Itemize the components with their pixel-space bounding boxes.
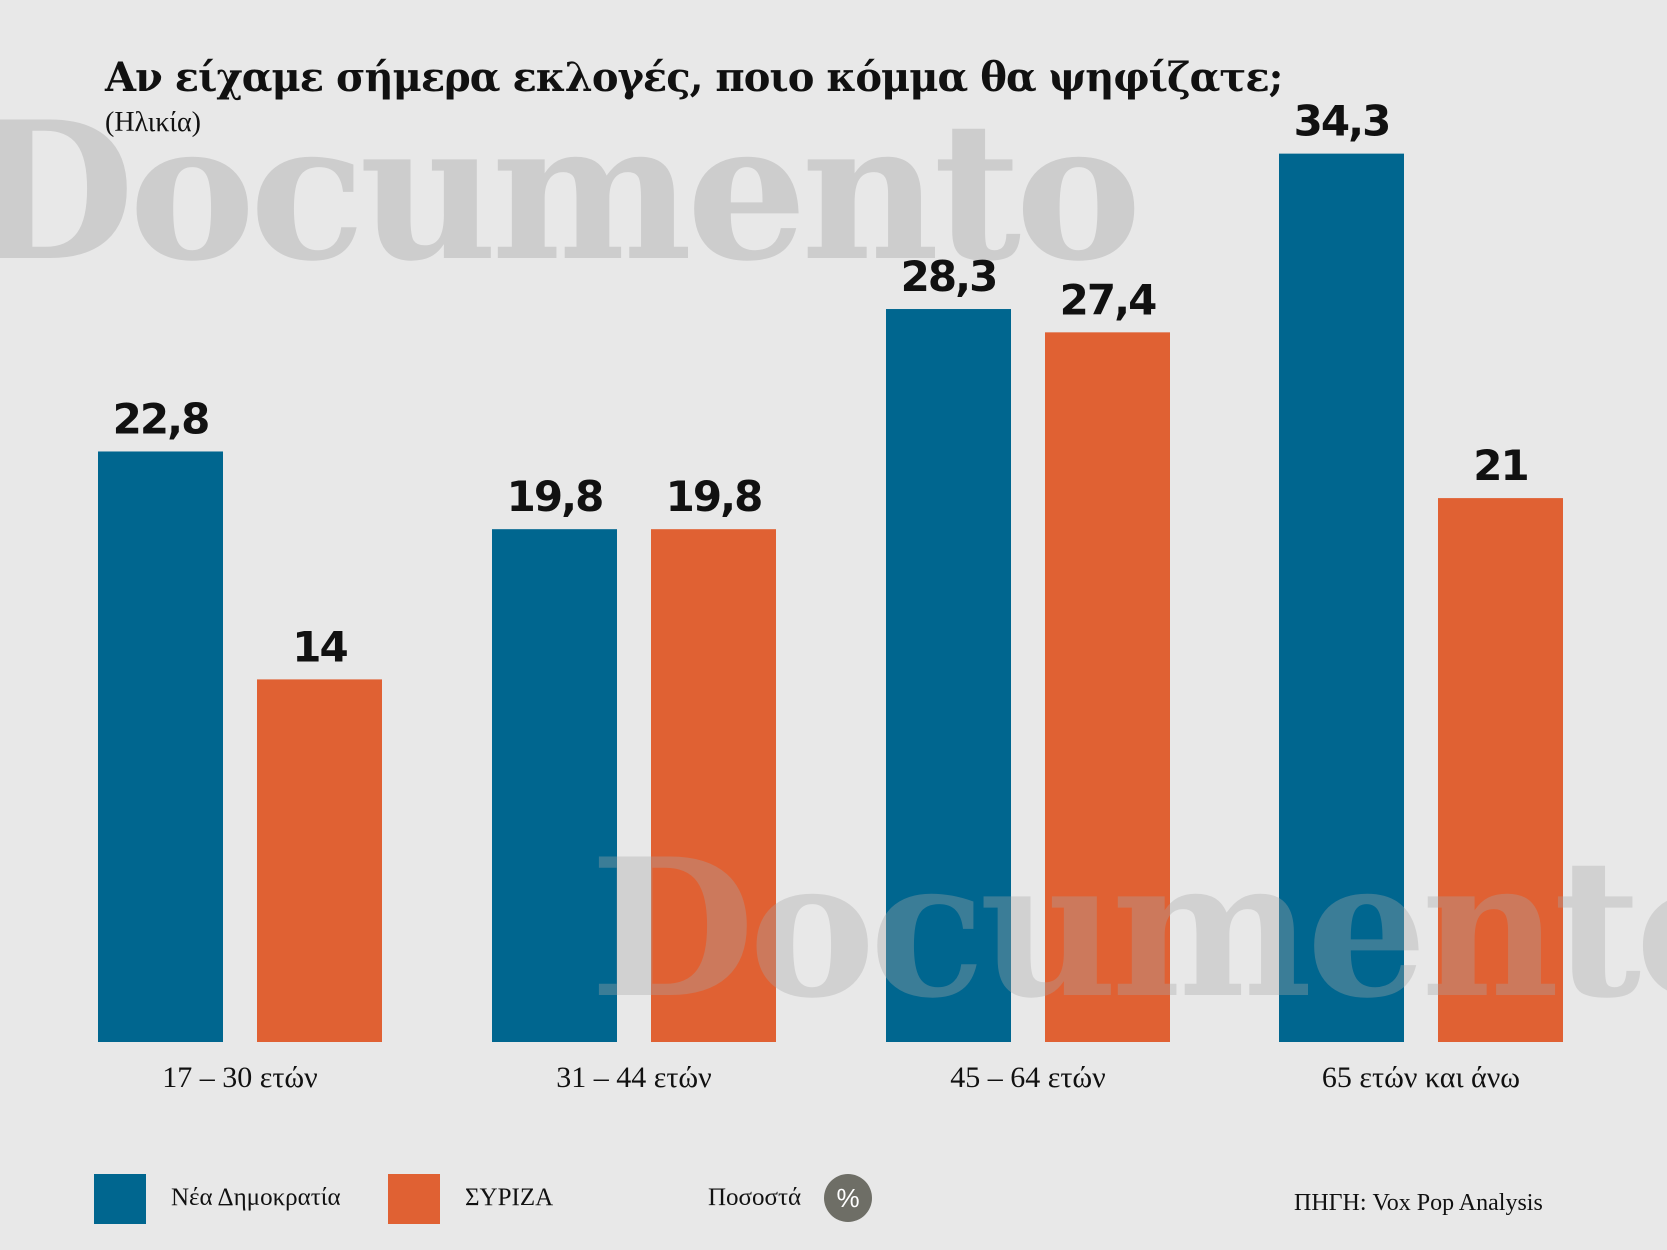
chart-title: Αν είχαμε σήμερα εκλογές, ποιο κόμμα θα … xyxy=(105,54,1283,101)
legend-label-nd: Νέα Δημοκρατία xyxy=(171,1184,341,1211)
value-label-syriza-2: 19,8 xyxy=(666,472,762,521)
chart-subtitle: (Ηλικία) xyxy=(105,107,201,138)
value-label-syriza-4: 21 xyxy=(1473,441,1527,490)
bar-nd-3 xyxy=(886,309,1011,1042)
unit-label: Ποσοστά xyxy=(708,1184,802,1211)
value-label-nd-2: 19,8 xyxy=(507,472,603,521)
bar-syriza-2 xyxy=(651,529,776,1042)
value-label-nd-3: 28,3 xyxy=(901,252,997,301)
source-note: ΠΗΓΗ: Vox Pop Analysis xyxy=(1294,1190,1543,1216)
category-label-2: 31 – 44 ετών xyxy=(556,1061,711,1094)
legend-swatch-syriza xyxy=(388,1174,440,1224)
legend-label-syriza: ΣΥΡΙΖΑ xyxy=(465,1184,554,1211)
value-label-nd-1: 22,8 xyxy=(113,394,209,443)
percent-badge-icon: % xyxy=(824,1174,872,1222)
value-label-syriza-1: 14 xyxy=(292,622,347,671)
bar-nd-4 xyxy=(1279,153,1404,1042)
category-label-3: 45 – 64 ετών xyxy=(950,1061,1105,1094)
bars-layer xyxy=(98,153,1563,1043)
value-label-syriza-3: 27,4 xyxy=(1060,275,1156,324)
watermark-bottom: Documento xyxy=(590,817,1667,1040)
bar-syriza-1 xyxy=(257,679,382,1042)
bar-syriza-3 xyxy=(1045,332,1170,1043)
bar-nd-2 xyxy=(492,529,617,1042)
labels-layer: 22,8 14 17 – 30 ετών 19,8 19,8 31 – 44 ετών 28… xyxy=(113,97,1530,1094)
category-label-1: 17 – 30 ετών xyxy=(162,1061,317,1094)
value-label-nd-4: 34,3 xyxy=(1294,97,1390,146)
bar-nd-1 xyxy=(98,451,223,1043)
legend-swatch-nd xyxy=(94,1174,146,1224)
bar-syriza-4 xyxy=(1438,498,1563,1043)
category-label-4: 65 ετών και άνω xyxy=(1322,1061,1520,1094)
watermark-top: Documento xyxy=(0,80,1136,303)
